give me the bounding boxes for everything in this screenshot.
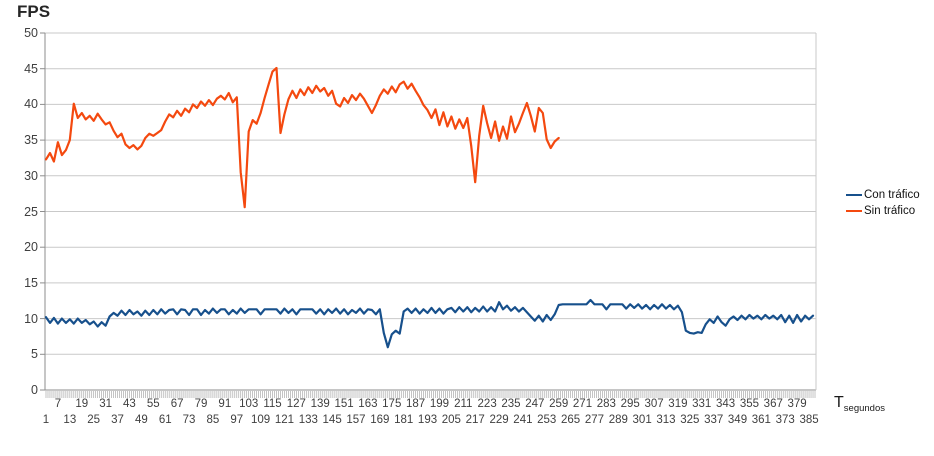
x-axis-tick-label: 355 bbox=[739, 398, 760, 410]
x-axis-tick-label: 37 bbox=[111, 414, 124, 426]
x-axis-tick-label: 331 bbox=[692, 398, 712, 410]
x-axis-tick-label: 157 bbox=[346, 414, 366, 426]
x-axis-tick-label: 79 bbox=[194, 398, 208, 410]
x-axis-tick-label: 283 bbox=[596, 398, 616, 410]
x-axis-tick-label: 97 bbox=[230, 414, 244, 426]
x-axis-tick-label: 211 bbox=[454, 398, 473, 410]
x-axis-tick-label: 187 bbox=[406, 398, 426, 410]
x-axis-tick-label: 289 bbox=[608, 414, 628, 426]
legend-swatch-sin-trafico bbox=[846, 210, 862, 212]
legend-item-sin-trafico: Sin tráfico bbox=[846, 205, 920, 217]
legend-label-con-trafico: Con tráfico bbox=[864, 189, 920, 201]
x-axis-tick-label: 241 bbox=[513, 414, 533, 426]
x-axis-tick-label: 13 bbox=[63, 414, 77, 426]
x-axis-tick-label: 1 bbox=[42, 414, 50, 426]
x-axis-tick-label: 313 bbox=[656, 414, 676, 426]
x-axis-tick-label: 103 bbox=[239, 398, 259, 410]
x-axis-tick-label: 301 bbox=[632, 414, 652, 426]
x-axis-tick-label: 67 bbox=[170, 398, 184, 410]
x-axis-tick-label: 385 bbox=[799, 414, 819, 426]
x-axis-tick-label: 325 bbox=[680, 414, 700, 426]
x-axis-tick-label: 277 bbox=[584, 414, 605, 426]
x-axis-tick-label: 175 bbox=[382, 398, 402, 410]
x-axis-tick-label: 373 bbox=[775, 414, 795, 426]
x-axis-tick-label: 265 bbox=[560, 414, 581, 426]
x-axis-tick-label: 235 bbox=[501, 398, 521, 410]
x-axis-tick-label: 73 bbox=[182, 414, 196, 426]
y-axis-tick-label: 10 bbox=[24, 311, 38, 326]
x-axis-tick-label: 229 bbox=[489, 414, 509, 426]
x-axis-tick-label: 91 bbox=[218, 398, 232, 410]
x-axis-tick-label: 139 bbox=[310, 398, 330, 410]
x-axis-tick-label: 25 bbox=[87, 414, 101, 426]
x-axis-tick-label: 361 bbox=[751, 414, 771, 426]
y-axis-tick-label: 45 bbox=[24, 61, 38, 76]
x-axis-tick-label: 151 bbox=[334, 398, 354, 410]
x-axis-tick-label: 295 bbox=[620, 398, 640, 410]
x-axis-unit-label: Tsegundos bbox=[834, 394, 885, 414]
x-axis-tick-label: 223 bbox=[477, 398, 497, 410]
x-axis-tick-label: 307 bbox=[644, 398, 664, 410]
x-axis-tick-label: 205 bbox=[441, 414, 461, 426]
x-axis-tick-label: 343 bbox=[715, 398, 736, 410]
x-axis-tick-label: 61 bbox=[158, 414, 172, 426]
series-line-sin-trafico bbox=[44, 66, 560, 209]
legend-label-sin-trafico: Sin tráfico bbox=[864, 205, 916, 217]
x-axis-tick-label: 109 bbox=[251, 414, 271, 426]
legend-swatch-con-trafico bbox=[846, 194, 862, 196]
x-axis-tick-label: 127 bbox=[286, 398, 306, 410]
y-axis-tick-label: 25 bbox=[24, 204, 38, 219]
y-axis-tick-label: 15 bbox=[24, 275, 38, 290]
x-axis-tick-label: 253 bbox=[537, 414, 557, 426]
x-axis-tick-label: 337 bbox=[704, 414, 724, 426]
x-axis-tick-label: 181 bbox=[394, 414, 414, 426]
x-axis-tick-label: 49 bbox=[134, 414, 148, 426]
x-axis-tick-label: 367 bbox=[763, 398, 783, 410]
x-axis-tick-label: 163 bbox=[358, 398, 378, 410]
y-axis-tick-label: 35 bbox=[24, 133, 38, 148]
x-axis-tick-label: 259 bbox=[549, 398, 569, 410]
y-axis-tick-label: 0 bbox=[31, 383, 38, 397]
x-axis-tick-label: 217 bbox=[465, 414, 485, 426]
chart-title: FPS bbox=[17, 2, 51, 21]
x-axis-tick-label: 121 bbox=[274, 414, 295, 426]
y-axis-tick-label: 50 bbox=[24, 26, 38, 40]
x-axis-tick-label: 7 bbox=[54, 398, 62, 410]
legend: Con tráfico Sin tráfico bbox=[846, 189, 920, 217]
y-axis-tick-label: 30 bbox=[24, 168, 38, 183]
x-axis-tick-label: 247 bbox=[525, 398, 545, 410]
x-axis-tick-label: 379 bbox=[787, 398, 807, 410]
x-axis-unit-main: T bbox=[834, 394, 844, 411]
legend-item-con-trafico: Con tráfico bbox=[846, 189, 920, 201]
x-axis-tick-label: 85 bbox=[206, 414, 220, 426]
x-axis-tick-label: 193 bbox=[417, 414, 438, 426]
x-axis-tick-label: 349 bbox=[727, 414, 748, 426]
x-axis-tick-label: 145 bbox=[322, 414, 342, 426]
x-axis-tick-label: 199 bbox=[429, 398, 450, 410]
series-line-con-trafico bbox=[44, 298, 815, 349]
x-axis-tick-label: 271 bbox=[572, 398, 593, 410]
x-axis-unit-sub: segundos bbox=[843, 403, 885, 415]
x-axis-tick-label: 55 bbox=[146, 398, 160, 410]
x-axis-tick-label: 133 bbox=[298, 414, 318, 426]
y-axis-tick-label: 20 bbox=[24, 240, 38, 255]
x-axis-tick-label: 169 bbox=[370, 414, 390, 426]
x-axis-tick-label: 19 bbox=[75, 398, 89, 410]
x-axis-tick-label: 31 bbox=[99, 398, 112, 410]
x-axis-tick-label: 43 bbox=[123, 398, 136, 410]
y-axis-tick-label: 5 bbox=[31, 347, 38, 362]
x-axis-tick-label: 319 bbox=[668, 398, 688, 410]
x-axis-tick-label: 115 bbox=[263, 398, 282, 410]
y-axis-tick-label: 40 bbox=[24, 97, 38, 112]
